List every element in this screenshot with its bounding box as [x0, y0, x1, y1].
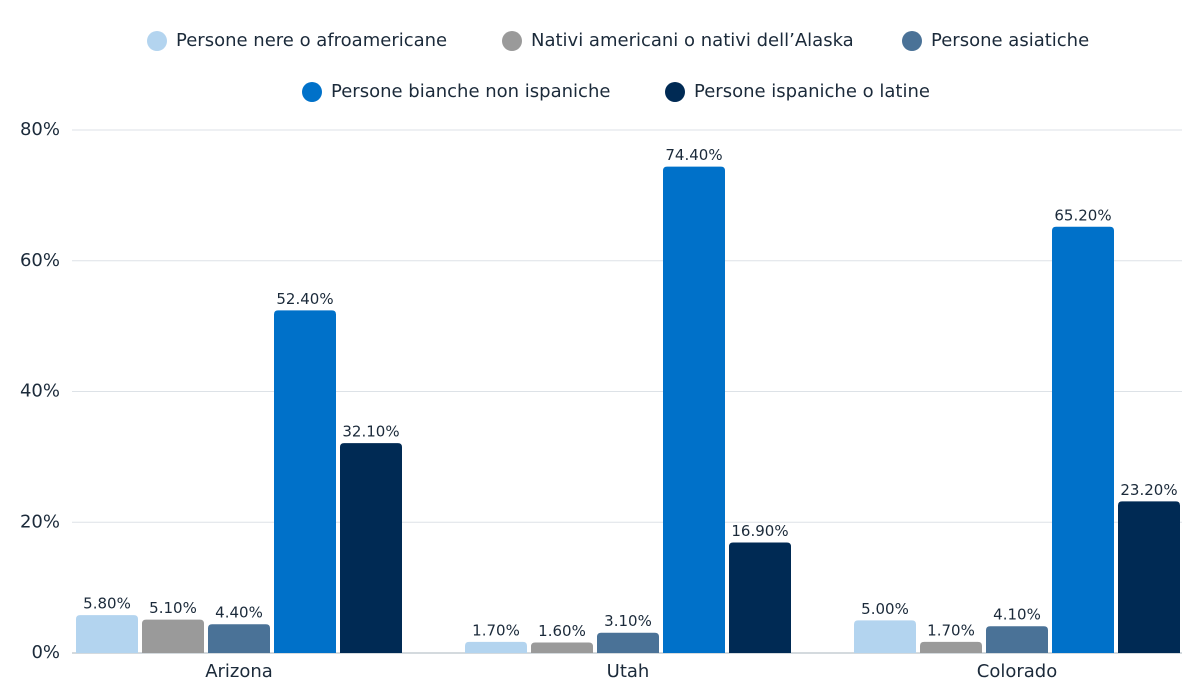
value-label: 74.40%: [665, 146, 722, 164]
value-label: 4.10%: [993, 606, 1041, 624]
bar: [1118, 501, 1180, 653]
legend-label: Persone bianche non ispaniche: [331, 81, 610, 102]
bar: [1052, 226, 1114, 653]
value-label: 65.20%: [1054, 206, 1111, 224]
bar: [340, 443, 402, 653]
legend-marker: [902, 31, 922, 51]
y-tick-label: 60%: [20, 250, 60, 271]
legend-marker: [502, 31, 522, 51]
value-label: 1.60%: [538, 622, 586, 640]
legend-label: Persone nere o afroamericane: [176, 30, 447, 51]
legend-label: Persone asiatiche: [931, 30, 1089, 51]
y-tick-label: 80%: [20, 119, 60, 140]
bar: [663, 166, 725, 654]
value-label: 3.10%: [604, 612, 652, 630]
value-label: 1.70%: [472, 621, 520, 639]
bar: [274, 310, 336, 653]
value-label: 23.20%: [1120, 481, 1177, 499]
y-tick-label: 0%: [31, 642, 60, 663]
value-label: 16.90%: [731, 522, 788, 540]
y-tick-label: 40%: [20, 381, 60, 402]
bar: [854, 620, 916, 653]
bar: [142, 619, 204, 653]
value-label: 1.70%: [927, 621, 975, 639]
bar: [208, 624, 270, 653]
x-tick-label: Utah: [607, 661, 650, 682]
value-label: 5.00%: [861, 600, 909, 618]
x-tick-label: Arizona: [205, 661, 273, 682]
legend-marker: [302, 82, 322, 102]
bar: [597, 632, 659, 653]
value-label: 4.40%: [215, 604, 263, 622]
value-label: 32.10%: [342, 423, 399, 441]
y-tick-label: 20%: [20, 511, 60, 532]
bar: [729, 542, 791, 653]
bar: [465, 641, 527, 653]
bar: [531, 642, 593, 653]
bar: [986, 626, 1048, 653]
value-label: 5.80%: [83, 595, 131, 613]
value-label: 52.40%: [276, 290, 333, 308]
x-tick-label: Colorado: [977, 661, 1057, 682]
legend-label: Nativi americani o nativi dell’Alaska: [531, 30, 854, 51]
bar: [76, 615, 138, 653]
legend-marker: [147, 31, 167, 51]
value-label: 5.10%: [149, 599, 197, 617]
legend-label: Persone ispaniche o latine: [694, 81, 930, 102]
legend-marker: [665, 82, 685, 102]
bar: [920, 641, 982, 653]
